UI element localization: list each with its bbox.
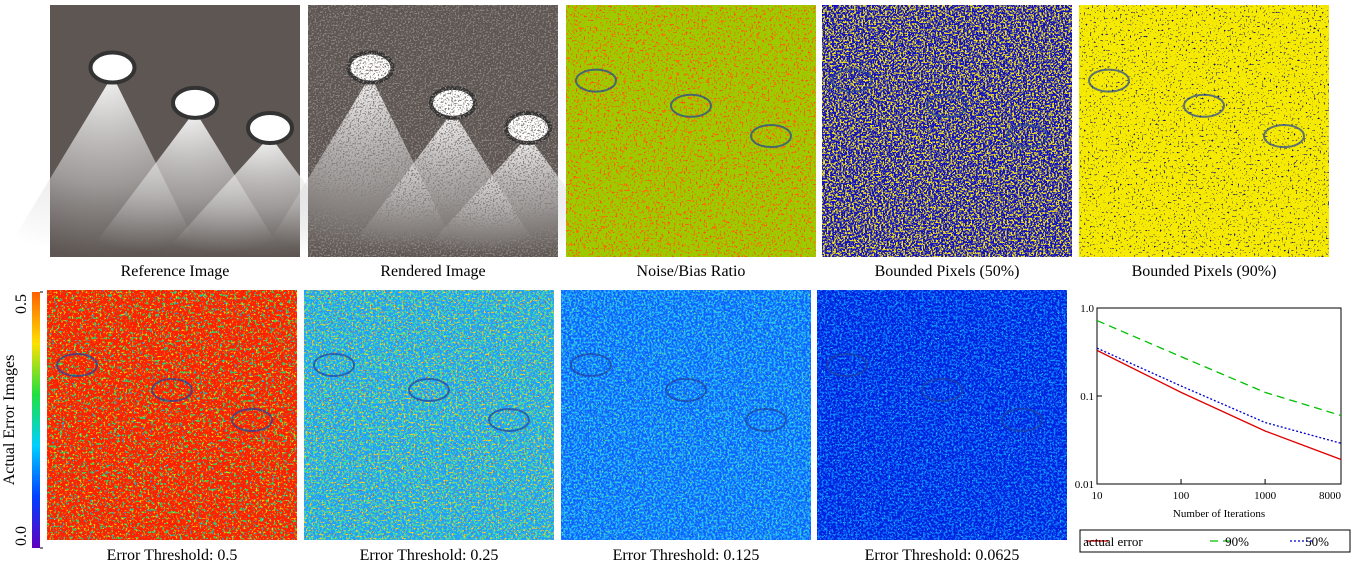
x-tick-label: 10 bbox=[1092, 490, 1104, 502]
image-panel bbox=[1079, 5, 1329, 257]
caption: Error Threshold: 0.25 bbox=[360, 547, 499, 564]
y-tick-label: 0.01 bbox=[1075, 479, 1094, 491]
x-axis-label: Number of Iterations bbox=[1173, 508, 1265, 520]
image-panel bbox=[47, 290, 297, 540]
caption: Reference Image bbox=[121, 263, 230, 280]
y-tick-label: 1.0 bbox=[1080, 303, 1094, 315]
y-tick-label: 0.1 bbox=[1080, 391, 1094, 403]
image-panel bbox=[261, 5, 619, 257]
legend-label: 50% bbox=[1305, 534, 1329, 549]
caption: Rendered Image bbox=[380, 263, 485, 280]
page: Actual Error Images Reference Image Rende… bbox=[0, 0, 1366, 564]
x-tick-label: 100 bbox=[1173, 490, 1190, 502]
colorbar bbox=[32, 292, 40, 548]
image-panel bbox=[822, 5, 1072, 257]
x-tick-label: 8000 bbox=[1319, 490, 1342, 502]
legend-label: 90% bbox=[1225, 534, 1249, 549]
caption: Error Threshold: 0.5 bbox=[107, 547, 238, 564]
colorbar-tick-label: 0.0 bbox=[13, 526, 30, 546]
image-panel bbox=[304, 290, 554, 540]
caption: Bounded Pixels (50%) bbox=[875, 263, 1020, 280]
image-panel bbox=[817, 290, 1067, 540]
caption: Error Threshold: 0.125 bbox=[613, 547, 760, 564]
legend-label: actual error bbox=[1083, 534, 1143, 549]
figure: Actual Error Images Reference Image Rende… bbox=[0, 0, 1366, 564]
caption: Error Threshold: 0.0625 bbox=[865, 547, 1020, 564]
colorbar-label: Actual Error Images bbox=[1, 355, 18, 486]
caption: Bounded Pixels (90%) bbox=[1132, 263, 1277, 280]
x-tick-label: 1000 bbox=[1254, 490, 1277, 502]
image-panel bbox=[561, 290, 811, 540]
plot-area bbox=[1097, 308, 1341, 484]
caption: Noise/Bias Ratio bbox=[637, 263, 746, 280]
colorbar-tick-label: 0.5 bbox=[13, 294, 30, 314]
image-panel bbox=[566, 5, 816, 257]
